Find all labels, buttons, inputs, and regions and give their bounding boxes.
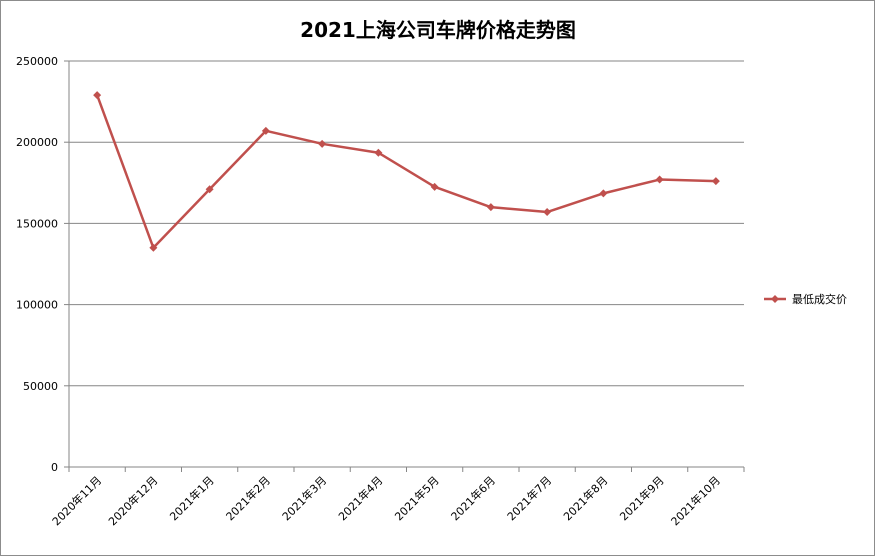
x-axis-ticks: 2020年11月 2020年12月 2021年1月 2021年2月 2021年3月 202…: [49, 473, 723, 528]
legend: 最低成交价: [764, 292, 847, 306]
x-tick-label: 2020年11月: [49, 473, 104, 528]
x-tick-label: 2021年1月: [167, 473, 217, 523]
x-tick-label: 2021年3月: [279, 473, 329, 523]
series-line: [95, 94, 716, 250]
series-layer: [93, 91, 720, 252]
y-axis-ticks: 0 50000 100000 150000 200000 250000: [16, 55, 58, 474]
chart-title: 2021上海公司车牌价格走势图: [300, 18, 576, 42]
legend-marker: [771, 295, 779, 303]
x-tick-label: 2021年8月: [560, 473, 610, 523]
data-point-marker: [318, 139, 327, 148]
data-point-marker: [711, 177, 720, 186]
data-point-marker: [261, 126, 270, 135]
x-tick-label: 2020年12月: [105, 473, 160, 528]
x-tick-label: 2021年2月: [223, 473, 273, 523]
y-tick-label: 100000: [16, 299, 58, 312]
data-point-marker: [599, 189, 608, 198]
x-tick-label: 2021年9月: [617, 473, 667, 523]
data-point-marker: [543, 208, 552, 217]
x-tick-label: 2021年5月: [392, 473, 442, 523]
y-tick-label: 50000: [23, 380, 58, 393]
y-tick-label: 200000: [16, 136, 58, 149]
data-point-marker: [655, 175, 664, 184]
data-point-marker: [430, 182, 439, 191]
data-point-marker: [93, 91, 102, 100]
x-tick-label: 2021年4月: [335, 473, 385, 523]
y-tick-label: 250000: [16, 55, 58, 68]
data-point-marker: [486, 203, 495, 212]
data-point-marker: [205, 185, 214, 194]
x-tick-label: 2021年6月: [448, 473, 498, 523]
legend-label: 最低成交价: [792, 292, 847, 306]
y-tick-label: 0: [51, 461, 58, 474]
data-point-marker: [149, 243, 158, 252]
y-tick-label: 150000: [16, 217, 58, 230]
x-tick-label: 2021年7月: [504, 473, 554, 523]
data-point-marker: [374, 148, 383, 157]
gridlines: [69, 60, 744, 387]
axes: [64, 60, 745, 472]
x-tick-label: 2021年10月: [668, 473, 723, 528]
